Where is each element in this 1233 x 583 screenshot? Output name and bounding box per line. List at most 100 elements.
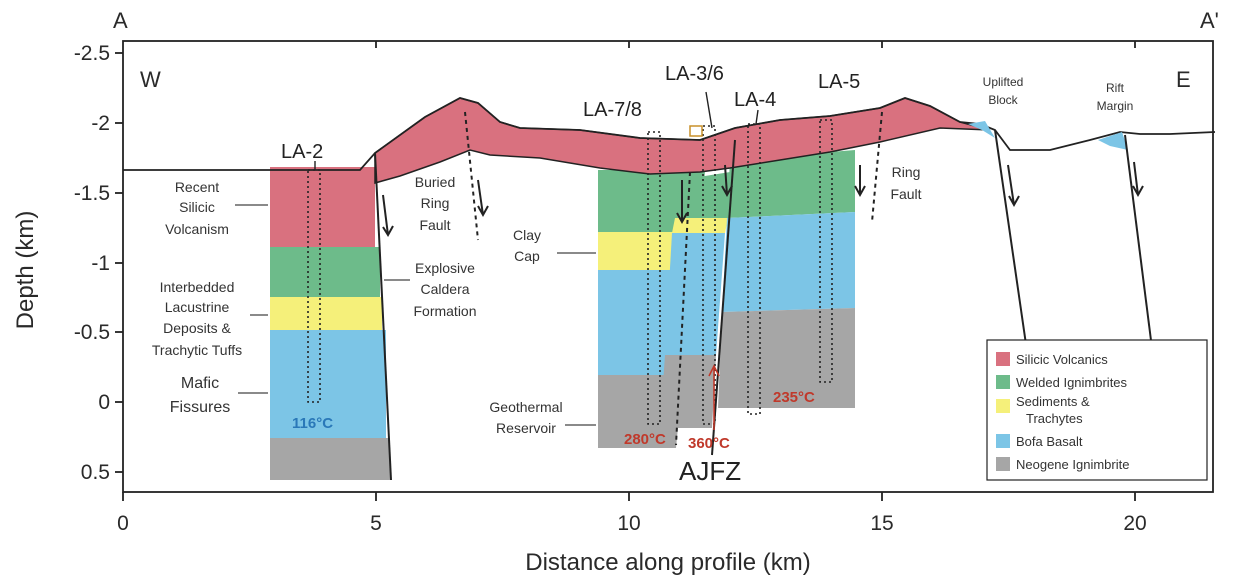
svg-text:-0.5: -0.5 [74, 321, 110, 344]
well-label-la78: LA-7/8 [583, 99, 642, 121]
well-label-la36: LA-3/6 [665, 63, 724, 85]
legend-item-welded: Welded Ignimbrites [996, 375, 1128, 390]
legend-item-basalt: Bofa Basalt [996, 434, 1083, 449]
svg-text:Fault: Fault [419, 217, 450, 233]
svg-text:Mafic: Mafic [181, 375, 219, 392]
section-end-label: A' [1200, 8, 1219, 33]
la2-sediments-layer [270, 297, 382, 330]
la4-pointer [755, 109, 759, 125]
ring-fault-dashed [871, 111, 883, 223]
svg-text:Silicic Volcanics: Silicic Volcanics [1016, 352, 1108, 367]
legend-swatch-neogene [996, 457, 1010, 471]
svg-text:-1: -1 [91, 252, 110, 275]
east-basalt-layer [722, 212, 855, 312]
annotation-buried-ring-fault: Buried Ring Fault [415, 174, 455, 233]
annotation-uplifted-block: Uplifted Block [983, 75, 1024, 107]
svg-text:Cap: Cap [514, 248, 540, 264]
legend-swatch-welded [996, 375, 1010, 389]
caldera-fault-west [374, 152, 392, 481]
y-axis-title: Depth (km) [12, 211, 39, 330]
annotation-ring-fault: Ring Fault [890, 164, 921, 202]
west-label: W [140, 67, 161, 92]
svg-text:Clay: Clay [513, 227, 541, 243]
svg-text:Reservoir: Reservoir [496, 420, 556, 436]
hot-arrow-head [708, 364, 720, 377]
east-label: E [1176, 67, 1191, 92]
svg-text:Buried: Buried [415, 174, 455, 190]
basalt-lens-uplifted-block [968, 121, 995, 138]
svg-text:0: 0 [117, 512, 129, 535]
svg-text:Bofa Basalt: Bofa Basalt [1016, 434, 1083, 449]
svg-text:15: 15 [870, 512, 893, 535]
svg-text:Deposits &: Deposits & [163, 320, 231, 336]
svg-text:Trachytes: Trachytes [1026, 411, 1083, 426]
section-start-label: A [113, 8, 128, 33]
svg-text:Neogene Ignimbrite: Neogene Ignimbrite [1016, 457, 1129, 472]
svg-text:Volcanism: Volcanism [165, 221, 229, 237]
annotation-rift-margin: Rift Margin [1097, 81, 1134, 113]
x-axis-ticks [122, 41, 1136, 501]
uplifted-block-fault [994, 129, 1031, 373]
svg-text:-2.5: -2.5 [74, 42, 110, 65]
central-fault-dashed [675, 171, 691, 446]
legend: Silicic Volcanics Welded Ignimbrites Sed… [986, 339, 1208, 481]
la2-silicic-layer [270, 167, 375, 247]
temperature-la5: 235°C [773, 389, 815, 406]
svg-text:20: 20 [1123, 512, 1146, 535]
annotation-recent-silicic: Recent Silicic Volcanism [165, 179, 229, 237]
svg-text:5: 5 [370, 512, 382, 535]
buried-ring-fault-dashed [464, 111, 479, 241]
legend-item-silicic: Silicic Volcanics [996, 352, 1108, 367]
svg-text:Formation: Formation [413, 303, 476, 319]
svg-text:Trachytic Tuffs: Trachytic Tuffs [152, 342, 242, 358]
svg-text:Caldera: Caldera [420, 281, 469, 297]
fault-arrows [382, 161, 1144, 237]
temperature-la2: 116°C [292, 415, 333, 432]
svg-text:Welded Ignimbrites: Welded Ignimbrites [1016, 375, 1128, 390]
sample-marker [689, 125, 703, 137]
svg-text:Uplifted: Uplifted [983, 75, 1024, 89]
temperature-la78: 280°C [624, 431, 666, 448]
svg-text:Fault: Fault [890, 186, 921, 202]
la2-basalt-layer [270, 330, 386, 438]
annotation-interbedded: Interbedded Lacustrine Deposits & Trachy… [152, 279, 242, 358]
x-axis-labels: 0 5 10 15 20 [117, 512, 1147, 535]
annotation-geothermal-reservoir: Geothermal Reservoir [489, 399, 562, 436]
central-upthrown-basalt [665, 233, 725, 355]
y-axis-ticks [115, 52, 123, 473]
svg-text:-2: -2 [91, 112, 110, 135]
svg-text:Margin: Margin [1097, 99, 1134, 113]
y-axis-labels: -2.5 -2 -1.5 -1 -0.5 0 0.5 [74, 42, 110, 484]
svg-text:Explosive: Explosive [415, 260, 475, 276]
svg-text:Silicic: Silicic [179, 199, 215, 215]
svg-text:Interbedded: Interbedded [160, 279, 235, 295]
column-la2 [270, 167, 390, 480]
plot-frame [122, 40, 1214, 493]
basalt-lens-rift-margin [1098, 132, 1128, 150]
legend-swatch-basalt [996, 434, 1010, 448]
svg-text:Geothermal: Geothermal [489, 399, 562, 415]
svg-text:Sediments &: Sediments & [1016, 394, 1090, 409]
east-welded-layer [727, 150, 855, 218]
legend-swatch-sediments [996, 399, 1010, 413]
rift-margin-fault [1124, 134, 1156, 373]
well-label-la2: LA-2 [281, 141, 323, 163]
well-label-la4: LA-4 [734, 89, 776, 111]
ajfz-label: AJFZ [679, 456, 741, 486]
well-label-la5: LA-5 [818, 71, 860, 93]
column-central [598, 150, 855, 448]
svg-text:Lacustrine: Lacustrine [165, 299, 230, 315]
central-upthrown-sediments [672, 218, 728, 233]
central-neogene-layer [598, 375, 683, 448]
ground-surface-line [123, 97, 1216, 171]
svg-text:0.5: 0.5 [81, 461, 110, 484]
svg-text:Fissures: Fissures [170, 399, 230, 416]
svg-text:Ring: Ring [892, 164, 921, 180]
la36-pointer [705, 91, 713, 129]
svg-text:Recent: Recent [175, 179, 219, 195]
svg-text:Block: Block [988, 93, 1018, 107]
annotation-explosive-caldera: Explosive Caldera Formation [413, 260, 476, 319]
svg-text:0: 0 [98, 391, 110, 414]
svg-text:10: 10 [617, 512, 640, 535]
